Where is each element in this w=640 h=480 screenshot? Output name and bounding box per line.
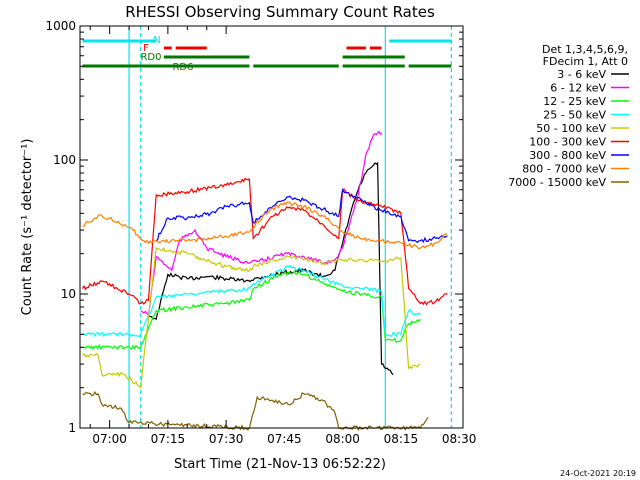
legend-label-4: 25 - 50 keV (543, 109, 606, 122)
flag-f-label: F (143, 43, 149, 54)
chart-title: RHESSI Observing Summary Count Rates (125, 3, 435, 21)
legend-label-1: 3 - 6 keV (557, 68, 606, 81)
footer-date: 24-Oct-2021 20:19 (560, 469, 636, 478)
legend: Det 1,3,4,5,6,9, FDecim 1, Att 0 3 - 6 k… (508, 43, 629, 189)
flag-n-label: N (153, 35, 160, 46)
legend-label-7: 300 - 800 keV (529, 149, 606, 162)
series-line-6 (81, 177, 448, 306)
legend-label-6: 100 - 300 keV (529, 136, 606, 149)
y-tick-label: 10 (61, 287, 76, 301)
flag-rd0-label: RD0 (140, 52, 161, 63)
series-line-3 (82, 270, 421, 351)
y-tick-label: 100 (53, 153, 76, 167)
flag-rd6-label: RD6 (172, 62, 193, 73)
series-line-9 (82, 390, 429, 432)
x-tick-label: 08:00 (325, 432, 360, 446)
series-line-8 (82, 200, 448, 250)
x-tick-label: 08:15 (384, 432, 419, 446)
y-tick-label: 1 (68, 421, 76, 435)
series-line-7 (155, 187, 448, 244)
series-line-5 (82, 246, 421, 390)
legend-label-9: 7000 - 15000 keV (508, 176, 606, 189)
legend-label-3: 12 - 25 keV (543, 95, 606, 108)
x-tick-label: 07:45 (267, 432, 302, 446)
x-tick-label: 07:15 (151, 432, 186, 446)
series-line-1 (148, 161, 394, 376)
series-line-2 (140, 130, 382, 316)
plot-frame (79, 25, 464, 429)
legend-label-8: 800 - 7000 keV (522, 163, 606, 176)
legend-header-line-2: FDecim 1, Att 0 (543, 55, 628, 68)
x-tick-label: 07:30 (209, 432, 244, 446)
x-tick-label: 07:00 (92, 432, 127, 446)
legend-label-2: 6 - 12 keV (550, 82, 606, 95)
legend-label-5: 50 - 100 keV (536, 122, 606, 135)
series-lines (81, 130, 448, 432)
x-axis-label: Start Time (21-Nov-13 06:52:22) (174, 457, 386, 472)
x-axis: 07:00 07:15 07:30 07:45 08:00 08:15 08:30 (89, 26, 477, 446)
y-axis: 1 10 100 1000 (45, 19, 463, 435)
y-axis-label: Count Rate (s⁻¹ detector⁻¹) (20, 139, 35, 316)
series-line-4 (82, 265, 421, 338)
x-tick-label: 08:30 (442, 432, 477, 446)
y-tick-label: 1000 (45, 19, 76, 33)
legend-header-line-1: Det 1,3,4,5,6,9, (542, 43, 628, 56)
